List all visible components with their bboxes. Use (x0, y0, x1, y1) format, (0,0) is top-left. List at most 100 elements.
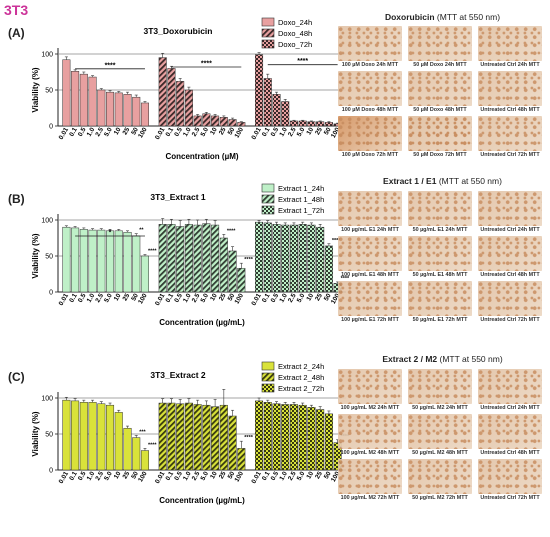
bar (71, 227, 80, 293)
bar (167, 224, 176, 293)
micrograph-caption: 50 µM Doxo 48h MTT (413, 107, 467, 113)
micrograph-image (478, 414, 542, 449)
bar (219, 117, 228, 127)
bar (193, 404, 202, 471)
micrograph-image (408, 116, 472, 151)
micrograph-caption: Untreated Ctrl 72h MTT (480, 495, 540, 501)
bar (307, 407, 316, 471)
micrograph-image (478, 116, 542, 151)
x-tick-label: 1.0 (182, 126, 193, 138)
micrograph-caption: 100 µM Doxo 72h MTT (341, 152, 399, 158)
micrograph: 50 µg/mL E1 72h MTT (408, 281, 472, 323)
bar (263, 222, 272, 293)
bar (263, 78, 272, 127)
bar (106, 91, 115, 127)
micrograph-image (338, 414, 402, 449)
bar (255, 54, 264, 127)
bar (324, 413, 333, 471)
micrograph-caption: 100 µg/mL M2 72h MTT (340, 495, 400, 501)
bar (88, 402, 97, 471)
micrograph: 50 µM Doxo 48h MTT (408, 71, 472, 113)
legend-label: Doxo_72h (278, 40, 312, 49)
y-tick-label: 50 (45, 254, 53, 261)
x-tick-label: 1.0 (278, 470, 289, 482)
micrograph-caption: 100 µM Doxo 48h MTT (341, 107, 399, 113)
bar (272, 224, 281, 293)
micrograph-caption: 50 µg/mL M2 48h MTT (412, 450, 468, 456)
legend-label: Extract 1_48h (278, 195, 324, 204)
micrograph: 100 µM Doxo 72h MTT (338, 116, 402, 158)
x-tick-label: 0.1 (261, 126, 272, 138)
bar (62, 59, 71, 127)
micrograph-image (338, 191, 402, 226)
bar (132, 96, 141, 127)
bar (106, 404, 115, 471)
bar (167, 402, 176, 471)
bar (202, 223, 211, 293)
y-tick-label: 100 (41, 52, 53, 59)
bar (281, 404, 290, 471)
micrograph-caption: Untreated Ctrl 48h MTT (480, 107, 540, 113)
y-axis-label: Viability (%) (31, 233, 40, 279)
micrograph-caption: Untreated Ctrl 72h MTT (480, 317, 540, 323)
x-tick-label: 100 (234, 292, 246, 305)
micrograph-image (478, 236, 542, 271)
bar (140, 255, 149, 293)
bar (307, 121, 316, 127)
micrograph-grid: 100 µg/mL E1 24h MTT 50 µg/mL E1 24h MTT U… (338, 191, 542, 323)
bar (316, 409, 325, 471)
legend-swatch (261, 194, 275, 204)
micrograph-caption: Untreated Ctrl 24h MTT (480, 227, 540, 233)
chart-title: 3T3_Extract 2 (150, 370, 206, 380)
x-axis-label: Concentration (µg/mL) (159, 318, 245, 327)
bar (184, 402, 193, 471)
y-tick-label: 100 (41, 218, 53, 225)
bar (298, 404, 307, 471)
y-tick-label: 50 (45, 432, 53, 439)
legend-swatch (261, 28, 275, 38)
micrograph-grid: 100 µg/mL M2 24h MTT 50 µg/mL M2 24h MTT U… (338, 369, 542, 501)
bar (132, 437, 141, 471)
significance-label: **** (297, 58, 308, 65)
micrograph: Untreated Ctrl 24h MTT (478, 26, 542, 68)
significance-mark: ** (139, 228, 144, 234)
x-tick-label: 0.5 (173, 292, 184, 304)
significance-label: * (109, 229, 112, 236)
micrograph-caption: 50 µM Doxo 72h MTT (413, 152, 467, 158)
x-tick-label: 25 (122, 292, 132, 302)
significance-mark: *** (139, 429, 146, 435)
legend-label: Extract 2_72h (278, 384, 324, 393)
micrograph: 50 µg/mL E1 24h MTT (408, 191, 472, 233)
legend-swatch (261, 39, 275, 49)
micrograph: 100 µg/mL E1 72h MTT (338, 281, 402, 323)
micrograph-image (338, 71, 402, 106)
x-tick-label: 0.5 (77, 126, 88, 138)
micrograph: 50 µg/mL M2 48h MTT (408, 414, 472, 456)
legend-label: Doxo_24h (278, 18, 312, 27)
bar (97, 229, 106, 293)
bar (71, 400, 80, 471)
image-panel-title-main: Extract 2 / M2 (382, 354, 440, 364)
x-tick-label: 2.5 (191, 292, 202, 304)
legend-label: Extract 2_48h (278, 373, 324, 382)
micrograph-image (338, 281, 402, 316)
micrograph: 100 µM Doxo 48h MTT (338, 71, 402, 113)
x-tick-label: 10 (209, 292, 219, 302)
x-tick-label: 2.5 (287, 292, 298, 304)
micrograph-image (408, 191, 472, 226)
bar (211, 406, 220, 471)
x-tick-label: 5.0 (296, 292, 307, 304)
micrograph-caption: 100 µg/mL E1 24h MTT (341, 227, 399, 233)
x-tick-label: 25 (314, 470, 324, 480)
x-tick-label: 25 (218, 292, 228, 302)
micrograph-image (338, 459, 402, 494)
x-tick-label: 25 (218, 470, 228, 480)
y-tick-label: 50 (45, 88, 53, 95)
significance-mark: **** (148, 442, 157, 448)
image-panel-title-sub: (MTT at 550 nm) (438, 176, 502, 186)
micrograph: 50 µM Doxo 24h MTT (408, 26, 472, 68)
micrograph-image (338, 26, 402, 61)
bar (184, 224, 193, 293)
x-tick-label: 100 (330, 126, 342, 139)
legend-swatch (261, 183, 275, 193)
